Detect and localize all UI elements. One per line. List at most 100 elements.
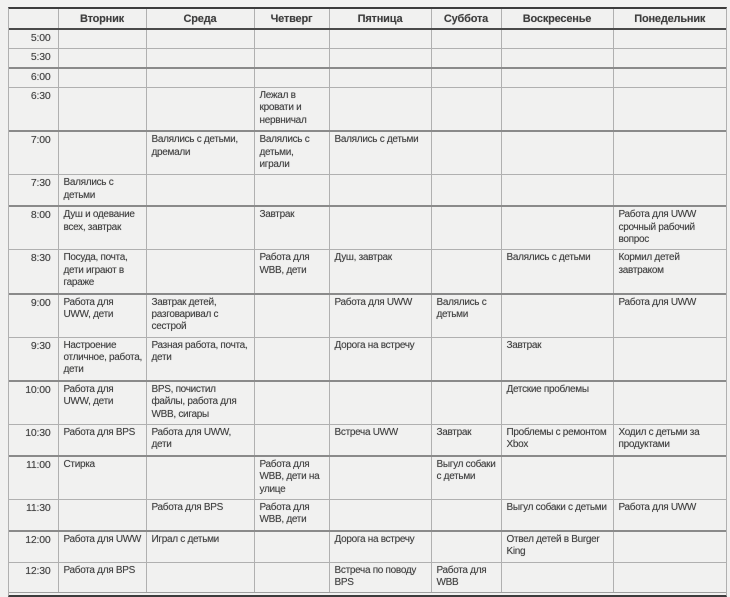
schedule-cell: Завтрак: [430, 424, 501, 456]
schedule-cell: [253, 174, 329, 207]
schedule-cell: [500, 561, 613, 594]
schedule-cell: Выгул собаки с детьми: [500, 498, 613, 531]
time-label: 6:00: [9, 67, 58, 88]
schedule-cell: [253, 336, 329, 381]
schedule-cell: Работа для UWW: [328, 292, 431, 338]
schedule-cell: [328, 87, 431, 132]
schedule-row: 8:00 Душ и одевание всех, завтрак Завтрак Р…: [9, 205, 726, 250]
day-column-header: Воскресенье: [500, 9, 613, 30]
schedule-row: 12:00 Работа для UWW Играл с детьми Дорога …: [9, 529, 726, 563]
header-row: Вторник Среда Четверг Пятница Суббота Воскрес…: [9, 9, 726, 30]
schedule-cell: [612, 561, 726, 594]
schedule-cell: Валялись с детьми: [57, 174, 146, 207]
schedule-cell: [328, 454, 431, 500]
schedule-cell: [145, 454, 254, 500]
schedule-cell: [57, 29, 146, 49]
schedule-row: 9:00 Работа для UWW, дети Завтрак детей, р…: [9, 292, 726, 338]
schedule-cell: [57, 498, 146, 531]
schedule-cell: [612, 29, 726, 49]
schedule-row: 10:00 Работа для UWW, дети BPS, почистил ф…: [9, 379, 726, 425]
day-column-header: Вторник: [57, 9, 146, 30]
schedule-cell: Работа для UWW: [612, 498, 726, 531]
schedule-cell: Завтрак: [500, 336, 613, 381]
schedule-cell: Настроение отличное, работа, дети: [57, 336, 146, 381]
time-column-header: [9, 9, 58, 30]
schedule-cell: [612, 336, 726, 381]
schedule-cell: [253, 29, 329, 49]
schedule-cell: [328, 67, 431, 88]
day-column-header: Среда: [145, 9, 254, 30]
schedule-cell: Работа для UWW, дети: [145, 424, 254, 456]
schedule-cell: [328, 48, 431, 69]
schedule-cell: Работа для BPS: [145, 498, 254, 531]
schedule-row: 5:00: [9, 29, 726, 49]
schedule-row: 6:00: [9, 67, 726, 88]
schedule-cell: [500, 130, 613, 175]
schedule-cell: [328, 379, 431, 425]
schedule-cell: [145, 561, 254, 594]
schedule-row: 11:30 Работа для BPS Работа для WBB, дети В…: [9, 498, 726, 531]
schedule-cell: Валялись с детьми: [430, 292, 501, 338]
schedule-cell: [430, 336, 501, 381]
schedule-cell: Посуда, почта, дети играют в гараже: [57, 249, 146, 294]
schedule-cell: BPS, почистил файлы, работа для WBB, сиг…: [145, 379, 254, 425]
schedule-cell: Играл с детьми: [145, 529, 254, 563]
schedule-cell: [57, 87, 146, 132]
schedule-cell: [500, 205, 613, 250]
weekly-schedule-table: Вторник Среда Четверг Пятница Суббота Воскрес…: [9, 9, 726, 594]
schedule-cell: Валялись с детьми: [500, 249, 613, 294]
schedule-cell: [612, 87, 726, 132]
schedule-cell: [253, 561, 329, 594]
schedule-cell: Завтрак: [253, 205, 329, 250]
schedule-cell: [500, 174, 613, 207]
schedule-cell: [430, 29, 501, 49]
schedule-cell: [430, 498, 501, 531]
schedule-cell: [612, 379, 726, 425]
schedule-cell: [612, 67, 726, 88]
time-label: 10:30: [9, 424, 58, 456]
schedule-cell: [253, 529, 329, 563]
schedule-cell: Работа для WBB, дети на улице: [253, 454, 329, 500]
time-label: 10:00: [9, 379, 58, 425]
time-label: 5:30: [9, 48, 58, 69]
schedule-row: 6:30 Лежал в кровати и нервничал: [9, 87, 726, 132]
time-label: 7:30: [9, 174, 58, 207]
schedule-cell: Работа для WBB, дети: [253, 498, 329, 531]
schedule-cell: Работа для WBB: [430, 561, 501, 594]
schedule-cell: [500, 454, 613, 500]
schedule-cell: [57, 48, 146, 69]
time-label: 12:00: [9, 529, 58, 563]
schedule-cell: Душ, завтрак: [328, 249, 431, 294]
time-label: 5:00: [30, 32, 51, 44]
schedule-cell: [253, 48, 329, 69]
schedule-cell: Отвел детей в Burger King: [500, 529, 613, 563]
schedule-cell: Валялись с детьми, дремали: [145, 130, 254, 175]
schedule-cell: [57, 130, 146, 175]
schedule-cell: [430, 48, 501, 69]
schedule-row: 11:00 Стирка Работа для WBB, дети на улице…: [9, 454, 726, 500]
schedule-row: 12:30 Работа для BPS Встреча по поводу BPS…: [9, 561, 726, 594]
schedule-cell: Валялись с детьми, играли: [253, 130, 329, 175]
schedule-cell: [253, 67, 329, 88]
schedule-cell: [500, 48, 613, 69]
schedule-cell: Работа для UWW: [612, 292, 726, 338]
schedule-cell: [145, 67, 254, 88]
schedule-cell: [145, 174, 254, 207]
schedule-cell: Разная работа, почта, дети: [145, 336, 254, 381]
schedule-row: 5:30: [9, 48, 726, 69]
schedule-row: 10:30 Работа для BPS Работа для UWW, дети В…: [9, 424, 726, 456]
schedule-body: 5:00 5:30 6:00 6:30 Лежал в кровати и нервни…: [9, 29, 726, 594]
schedule-cell: [612, 48, 726, 69]
schedule-cell: [328, 174, 431, 207]
schedule-cell: [500, 292, 613, 338]
schedule-cell: [430, 87, 501, 132]
schedule-cell: Дорога на встречу: [328, 336, 431, 381]
schedule-row: 7:30 Валялись с детьми: [9, 174, 726, 207]
time-label: 11:00: [9, 454, 58, 500]
time-label: 7:00: [9, 130, 58, 175]
schedule-cell: Ходил с детьми за продуктами: [612, 424, 726, 456]
schedule-cell: Работа для BPS: [57, 561, 146, 594]
schedule-cell: [253, 424, 329, 456]
schedule-cell: [500, 87, 613, 132]
time-label: 11:30: [9, 498, 58, 531]
